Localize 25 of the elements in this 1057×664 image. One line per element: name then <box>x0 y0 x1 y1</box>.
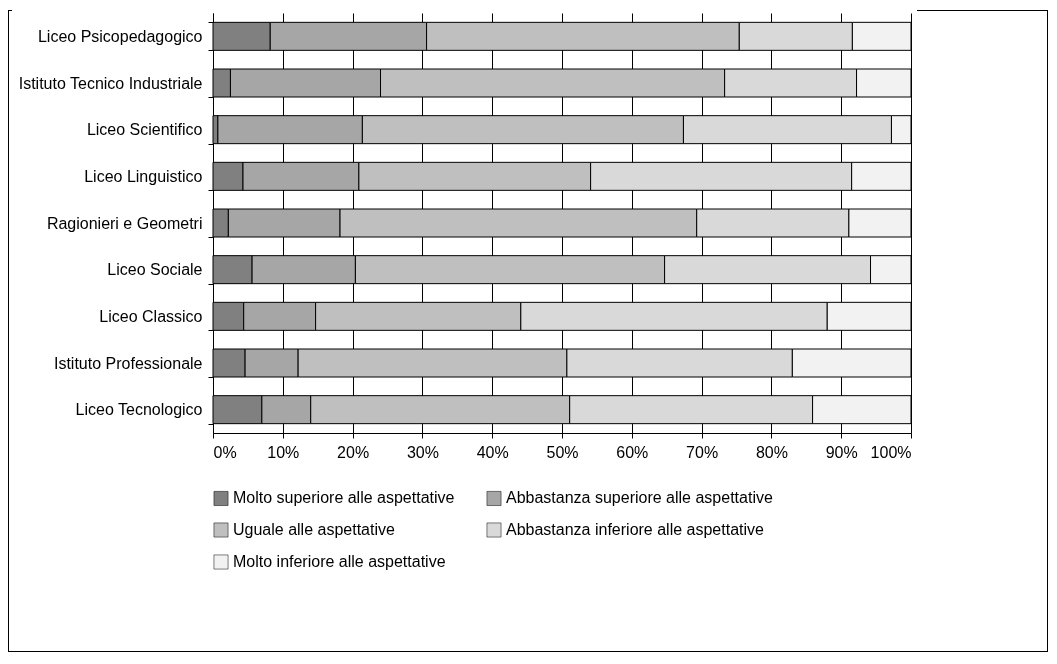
y-tick-label: Liceo Tecnologico <box>75 401 203 419</box>
x-tick-label: 100% <box>870 443 912 461</box>
y-tick-label: Liceo Scientifico <box>86 121 203 139</box>
x-tick-label: 60% <box>616 443 649 461</box>
legend-label: Molto superiore alle aspettative <box>233 489 455 507</box>
y-tick-label: Liceo Psicopedagogico <box>37 27 203 45</box>
legend-label: Uguale alle aspettative <box>233 521 395 538</box>
y-tick-label: Ragionieri e Geometri <box>46 214 203 232</box>
legend-label: Molto inferiore alle aspettative <box>233 553 446 570</box>
x-tick-label: 50% <box>546 443 579 461</box>
x-tick-label: 90% <box>825 443 858 461</box>
x-tick-label: 70% <box>686 443 719 461</box>
legend-label: Abbastanza inferiore alle aspettative <box>506 521 765 538</box>
y-tick-label: Istituto Tecnico Industriale <box>18 74 203 92</box>
x-tick-label: 30% <box>406 443 439 461</box>
y-tick-label: Istituto Professionale <box>53 354 203 372</box>
y-tick-label: Liceo Classico <box>99 307 203 325</box>
x-tick-label: 0% <box>213 443 237 461</box>
x-tick-label: 40% <box>476 443 509 461</box>
y-tick-label: Liceo Sociale <box>107 261 203 279</box>
y-tick-label: Liceo Linguistico <box>84 167 203 185</box>
legend-label: Abbastanza superiore alle aspettative <box>506 489 773 507</box>
x-tick-label: 80% <box>755 443 788 461</box>
x-tick-label: 10% <box>267 443 300 461</box>
x-tick-label: 20% <box>337 443 370 461</box>
